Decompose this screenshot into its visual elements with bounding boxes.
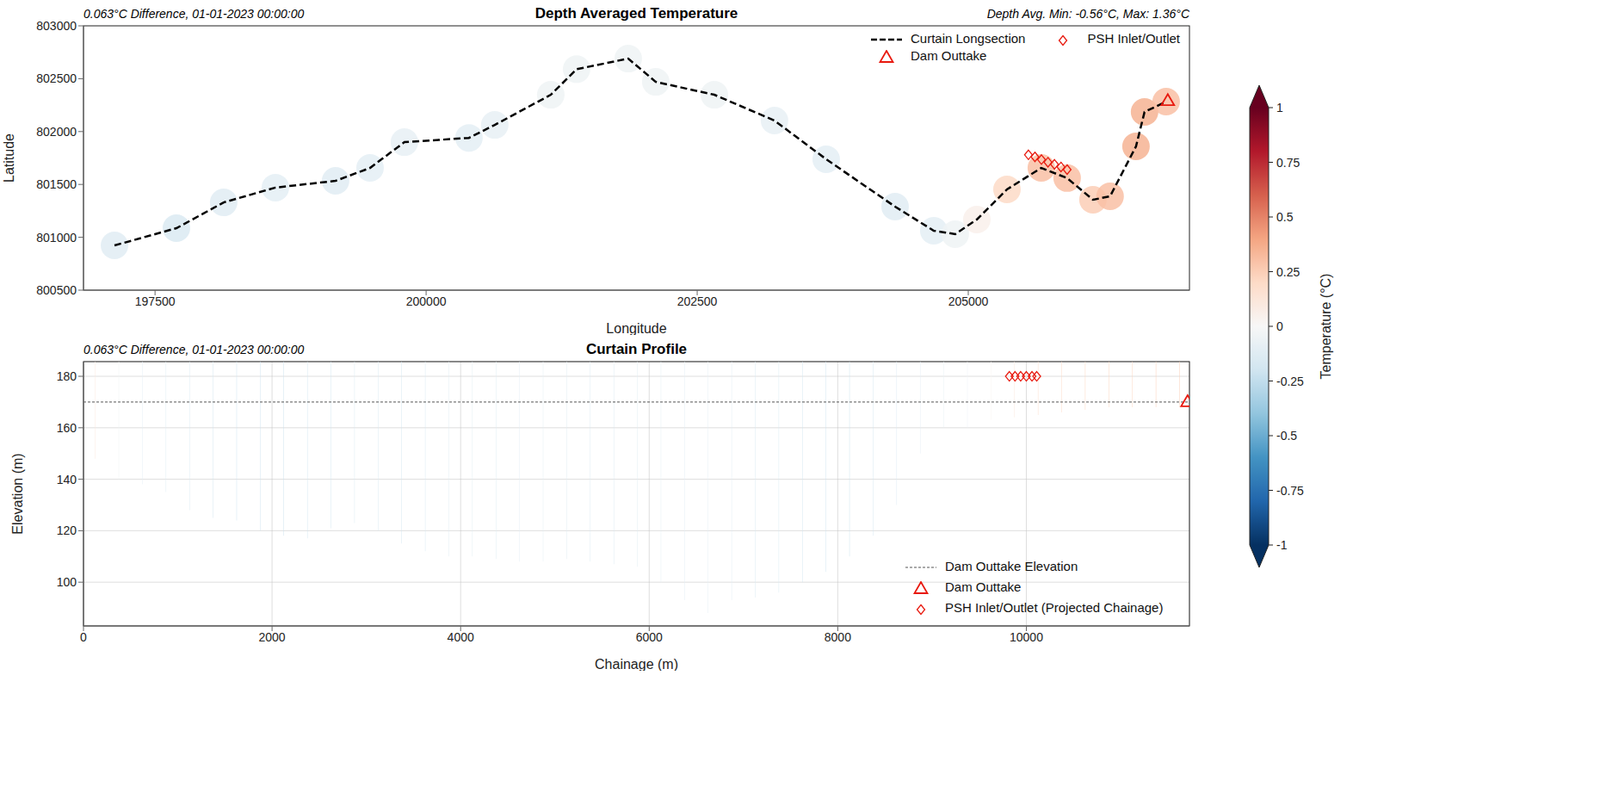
svg-text:205000: 205000 xyxy=(948,294,989,309)
svg-text:Latitude: Latitude xyxy=(1,133,17,183)
html-text:Curtain Longsection: Curtain Longsection xyxy=(910,30,1026,46)
svg-text:800500: 800500 xyxy=(36,283,77,297)
svg-text:160: 160 xyxy=(56,420,78,435)
html-text:PSH Inlet/Outlet (Projected Ch: PSH Inlet/Outlet (Projected Chainage) xyxy=(945,599,1164,615)
svg-text:-0.5: -0.5 xyxy=(1276,428,1298,443)
svg-text:4000: 4000 xyxy=(447,630,475,644)
svg-text:Longitude: Longitude xyxy=(605,321,667,335)
svg-text:-0.25: -0.25 xyxy=(1276,374,1304,389)
svg-text:202500: 202500 xyxy=(677,294,718,309)
svg-text:802000: 802000 xyxy=(36,124,77,139)
svg-text:0.75: 0.75 xyxy=(1276,155,1300,170)
svg-text:0: 0 xyxy=(80,630,87,644)
svg-text:6000: 6000 xyxy=(636,630,663,644)
svg-text:180: 180 xyxy=(56,369,78,384)
svg-text:120: 120 xyxy=(56,523,78,538)
html-text:Dam Outtake Elevation: Dam Outtake Elevation xyxy=(945,558,1078,574)
svg-text:1: 1 xyxy=(1276,100,1284,115)
svg-text:Temperature (°C): Temperature (°C) xyxy=(1318,273,1334,380)
svg-text:803000: 803000 xyxy=(36,18,77,33)
svg-text:140: 140 xyxy=(56,472,78,487)
html-text:Curtain Profile: Curtain Profile xyxy=(586,340,687,358)
svg-text:-1: -1 xyxy=(1276,537,1288,552)
html-text:0.063°C Difference, 01-01-2023: 0.063°C Difference, 01-01-2023 00:00:00 xyxy=(83,6,304,21)
svg-text:Chainage (m): Chainage (m) xyxy=(594,656,679,671)
html-text:0.063°C Difference, 01-01-2023: 0.063°C Difference, 01-01-2023 00:00:00 xyxy=(83,342,304,357)
svg-text:0.25: 0.25 xyxy=(1276,265,1300,279)
svg-text:100: 100 xyxy=(56,574,78,589)
svg-text:8000: 8000 xyxy=(824,630,852,644)
svg-text:2000: 2000 xyxy=(259,630,286,644)
svg-text:801500: 801500 xyxy=(36,177,77,192)
svg-text:200000: 200000 xyxy=(406,294,447,309)
html-text:Depth Avg. Min: -0.56°C, Max:: Depth Avg. Min: -0.56°C, Max: 1.36°C xyxy=(986,6,1190,21)
svg-text:801000: 801000 xyxy=(36,230,77,245)
svg-text:802500: 802500 xyxy=(36,71,77,86)
svg-text:10000: 10000 xyxy=(1009,630,1044,644)
svg-text:Elevation (m): Elevation (m) xyxy=(10,452,25,534)
svg-text:0: 0 xyxy=(1276,319,1284,334)
html-text:PSH Inlet/Outlet: PSH Inlet/Outlet xyxy=(1087,30,1180,46)
html-text:Dam Outtake: Dam Outtake xyxy=(945,579,1022,594)
svg-text:197500: 197500 xyxy=(135,294,176,309)
svg-text:0.5: 0.5 xyxy=(1276,210,1294,224)
svg-text:-0.75: -0.75 xyxy=(1276,483,1304,498)
html-text:Depth Averaged Temperature: Depth Averaged Temperature xyxy=(535,5,738,22)
html-text:Dam Outtake: Dam Outtake xyxy=(910,48,987,63)
